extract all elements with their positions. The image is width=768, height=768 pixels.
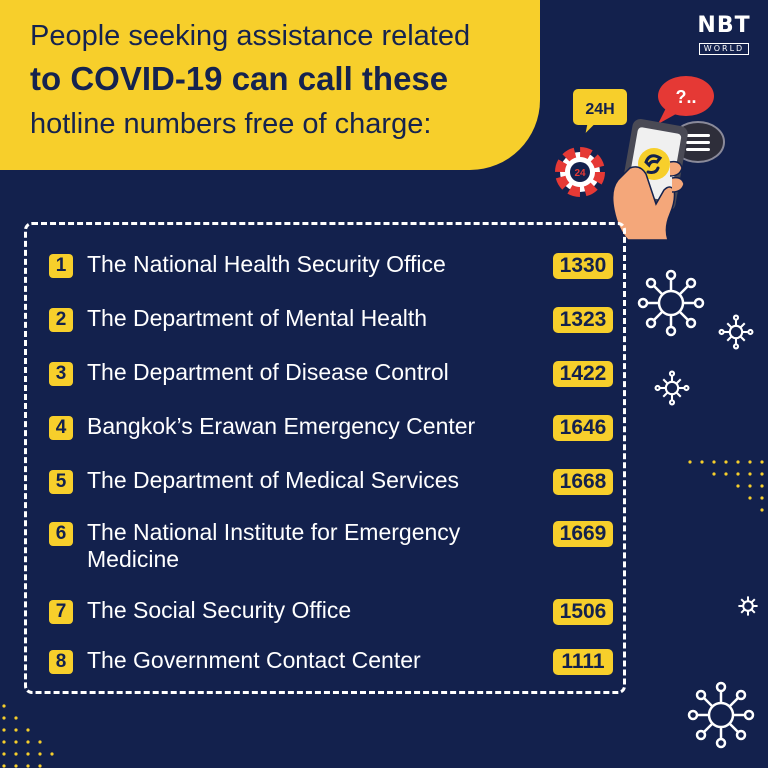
logo-nbt-text: NBT	[697, 13, 751, 38]
24h-label: 24H	[585, 101, 614, 118]
hotline-number[interactable]: 1506	[553, 599, 613, 625]
hotline-number[interactable]: 1111	[553, 649, 613, 675]
hotline-index-badge: 4	[49, 416, 73, 440]
hotline-name: Bangkok’s Erawan Emergency Center	[87, 413, 476, 439]
hotline-index-badge: 7	[49, 600, 73, 624]
virus-icon	[718, 314, 754, 350]
hotline-name: The National Institute for Emergency Med…	[87, 519, 461, 572]
hotline-number[interactable]: 1422	[553, 361, 613, 387]
nbt-world-logo: NBT WORLD	[692, 13, 756, 55]
dot-pattern-icon	[2, 704, 54, 768]
hotline-index-badge: 6	[49, 522, 73, 546]
hotline-item: 4 Bangkok’s Erawan Emergency Center 1646	[49, 407, 619, 447]
hotline-list: 1 The National Health Security Office 13…	[24, 222, 626, 694]
hotline-item: 2 The Department of Mental Health 1323	[49, 299, 619, 339]
hotline-index-badge: 3	[49, 362, 73, 386]
hotline-index-badge: 1	[49, 254, 73, 278]
hotline-index-badge: 5	[49, 470, 73, 494]
hotline-number[interactable]: 1646	[553, 415, 613, 441]
hotline-name: The National Health Security Office	[87, 251, 446, 277]
phone-call-illustration: 24H ?..	[555, 76, 725, 240]
hotline-item: 1 The National Health Security Office 13…	[49, 245, 619, 285]
hotline-name: The Social Security Office	[87, 597, 352, 623]
header-line-3: hotline numbers free of charge:	[30, 108, 432, 140]
life-buoy-icon: 24	[555, 147, 605, 197]
hotline-number[interactable]: 1323	[553, 307, 613, 333]
question-label: ?..	[676, 87, 697, 107]
hotline-item: 7 The Social Security Office 1506	[49, 591, 619, 631]
question-bubble-icon: ?..	[658, 76, 714, 124]
header-box: People seeking assistance related to COV…	[0, 0, 540, 170]
hotline-index-badge: 8	[49, 650, 73, 674]
hotline-name: The Government Contact Center	[87, 647, 421, 673]
24h-bubble-icon: 24H	[571, 87, 629, 140]
hotline-number[interactable]: 1669	[553, 521, 613, 547]
hotline-item: 8 The Government Contact Center 1111	[49, 641, 619, 681]
hand-icon	[611, 160, 685, 240]
virus-icon	[637, 269, 705, 337]
hotline-name: The Department of Disease Control	[87, 359, 449, 385]
logo-world-text: WORLD	[698, 43, 750, 55]
dot-pattern-icon	[688, 460, 764, 512]
hotline-item: 5 The Department of Medical Services 166…	[49, 461, 619, 501]
header-line-1: People seeking assistance related	[30, 20, 471, 52]
virus-icon	[738, 596, 758, 616]
hotline-name: The Department of Mental Health	[87, 305, 428, 331]
header-line-2: to COVID-19 can call these	[30, 60, 449, 97]
buoy-label: 24	[574, 168, 586, 179]
virus-icon	[654, 370, 690, 406]
hotline-item: 3 The Department of Disease Control 1422	[49, 353, 619, 393]
hotline-index-badge: 2	[49, 308, 73, 332]
hotline-item: 6 The National Institute for Emergency M…	[49, 513, 619, 573]
virus-icon	[687, 681, 755, 749]
hotline-number[interactable]: 1668	[553, 469, 613, 495]
hotline-number[interactable]: 1330	[553, 253, 613, 279]
hotline-name: The Department of Medical Services	[87, 467, 459, 493]
